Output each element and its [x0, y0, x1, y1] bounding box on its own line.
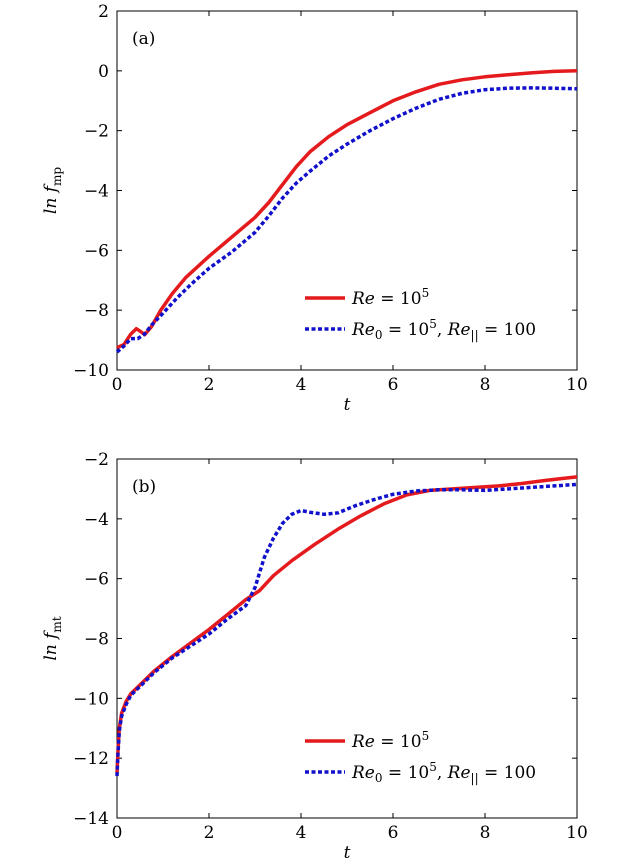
series-line-re-1e5 [116, 69, 578, 350]
x-tick-label: 0 [112, 823, 123, 843]
panel-label: (a) [132, 29, 155, 49]
x-tick-label: 6 [388, 375, 399, 395]
y-tick-label: −2 [84, 122, 109, 142]
x-tick-label: 8 [480, 823, 491, 843]
legend-text-part: 5 [422, 729, 430, 743]
legend-entry: Re = 105 [351, 286, 429, 309]
y-tick-label: −14 [73, 809, 109, 829]
legend-text-part: 0 [375, 328, 383, 342]
y-tick-label: −10 [73, 689, 109, 709]
x-tick-label: 6 [388, 823, 399, 843]
y-tick-label: 0 [98, 62, 109, 82]
y-tick-label: −10 [73, 361, 109, 381]
x-tick-label: 0 [112, 375, 123, 395]
series-line-re0-1e5-repar-100 [115, 86, 578, 354]
x-tick-label: 8 [480, 375, 491, 395]
legend-text-part: = 10 [375, 732, 422, 752]
y-axis-title: ln fmt [41, 616, 64, 660]
y-axis-title-main: ln f [41, 183, 61, 214]
legend-text-part: 5 [429, 317, 437, 331]
series-line-re-1e5 [115, 475, 578, 774]
panel-label: (b) [132, 477, 156, 497]
legend-entry: Re = 105 [351, 729, 429, 752]
y-axis-title-subscript: mt [50, 616, 64, 632]
legend-text-part: , [437, 320, 448, 340]
y-tick-label: −4 [84, 182, 109, 202]
x-tick-label: 4 [296, 823, 307, 843]
legend-text-part: Re [351, 289, 375, 309]
chart-panel-b: 0 2 4 6 8 10 −2 −4 −6 −8 −10 −12 −14 (b) t ln fmt Re = 1… [41, 450, 588, 863]
legend-text-part: || [471, 771, 479, 785]
legend-text-part: = 10 [383, 320, 430, 340]
x-tick-label: 2 [204, 823, 215, 843]
legend-entry: Re0 = 105, Re|| = 100 [351, 760, 536, 785]
legend-text-part: || [471, 328, 479, 342]
y-tick-label: −8 [84, 630, 109, 650]
axes-frame [116, 10, 578, 371]
legend-text-part: 5 [429, 760, 437, 774]
x-tick-label: 10 [566, 823, 588, 843]
legend-text-part: = 100 [479, 763, 537, 783]
y-tick-label: −12 [73, 749, 109, 769]
y-tick-label: −4 [84, 510, 109, 530]
legend-text-part: Re [447, 763, 471, 783]
y-tick-label: 2 [98, 2, 109, 22]
legend-text-part: Re [351, 763, 375, 783]
legend-text-part: , [437, 763, 448, 783]
legend-text-part: Re [447, 320, 471, 340]
legend-entry: Re0 = 105, Re|| = 100 [351, 317, 536, 342]
legend-text-part: = 10 [375, 289, 422, 309]
x-tick-label: 4 [296, 375, 307, 395]
y-tick-label: −2 [84, 450, 109, 470]
legend-text-part: = 10 [383, 763, 430, 783]
y-axis-title-main: ln f [41, 630, 61, 661]
x-tick-label: 10 [566, 375, 588, 395]
y-tick-label: −6 [84, 570, 109, 590]
x-tick-label: 2 [204, 375, 215, 395]
legend-text-part: Re [351, 732, 375, 752]
y-tick-label: −8 [84, 301, 109, 321]
legend-text-part: Re [351, 320, 375, 340]
x-axis-title: t [344, 843, 351, 863]
series-line-re0-1e5-repar-100 [115, 482, 578, 777]
legend-text-part: 0 [375, 771, 383, 785]
y-axis-title-subscript: mp [50, 167, 64, 186]
y-axis-title: ln fmp [41, 167, 64, 214]
y-tick-label: −6 [84, 241, 109, 261]
legend-text-part: 5 [422, 286, 430, 300]
legend-text-part: = 100 [479, 320, 537, 340]
x-axis-title: t [344, 395, 351, 415]
